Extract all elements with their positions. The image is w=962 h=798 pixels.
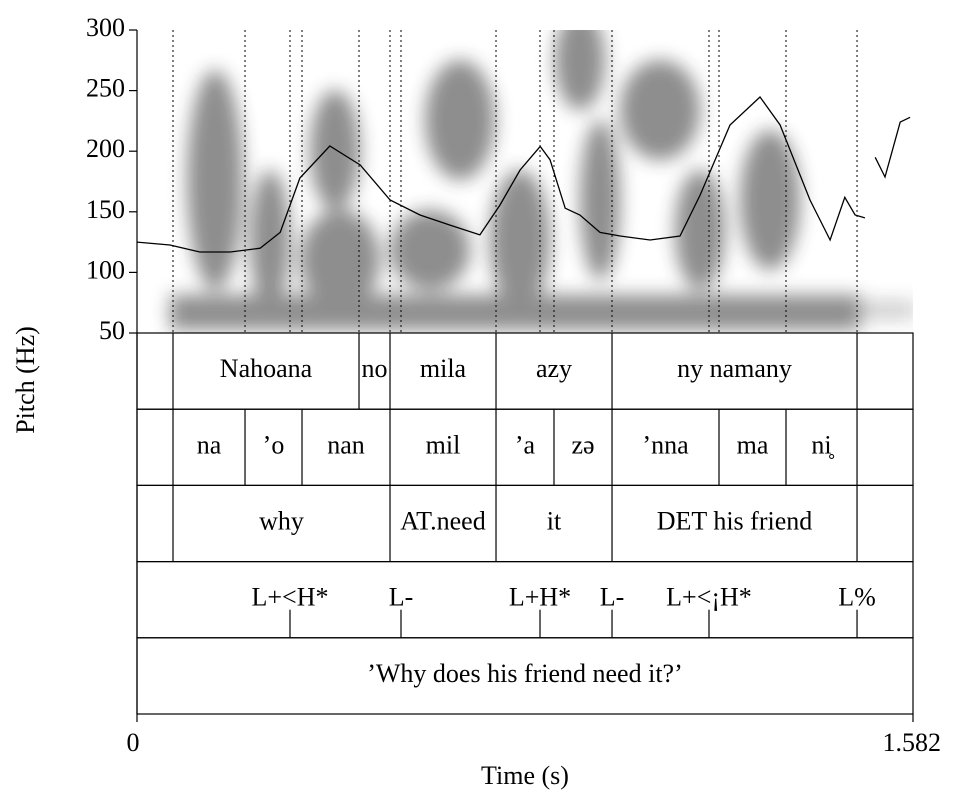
tier-label: ma — [737, 430, 769, 459]
tier-label: Nahoana — [220, 354, 313, 383]
tier-label: L- — [389, 583, 414, 612]
tier-label: L% — [838, 583, 876, 612]
tier-label: na — [197, 430, 222, 459]
tier-label: azy — [536, 354, 572, 383]
y-tick-label: 150 — [86, 195, 125, 224]
tier-label: ny namany — [677, 354, 792, 383]
y-axis-label: Pitch (Hz) — [11, 326, 40, 434]
tier-label: mil — [426, 430, 461, 459]
tier-label: AT.need — [400, 506, 485, 535]
x-axis-label: Time (s) — [481, 761, 569, 790]
y-tick-label: 200 — [86, 134, 125, 163]
x-tick-label: 1.582 — [883, 728, 942, 757]
tier-label: nan — [327, 430, 365, 459]
tier-label: mila — [420, 354, 467, 383]
tier-label: no — [362, 354, 388, 383]
tier-label: ’a — [515, 430, 536, 459]
tier-label: ’nna — [642, 430, 689, 459]
tier-label: zə — [571, 430, 594, 459]
tier-label: ni̥ — [811, 430, 834, 459]
tier-label: DET his friend — [657, 506, 813, 535]
spectrogram — [170, 30, 913, 330]
tier-box — [136, 637, 914, 715]
y-tick-label: 100 — [86, 255, 125, 284]
tier-label: L+<¡H* — [666, 583, 752, 612]
tier-label: ’o — [263, 430, 285, 459]
tier-label: L+<H* — [252, 583, 329, 612]
y-tick-label: 250 — [86, 74, 125, 103]
tier-label: it — [547, 506, 562, 535]
pitch-line — [136, 96, 911, 253]
y-tick-label: 300 — [86, 13, 125, 42]
tier-label: ’Why does his friend need it?’ — [367, 659, 683, 688]
tier-label: why — [259, 506, 304, 535]
tier-label: L- — [600, 583, 625, 612]
y-tick-label: 50 — [99, 316, 125, 345]
x-tick-label: 0 — [127, 728, 140, 757]
tier-label: L+H* — [509, 583, 571, 612]
